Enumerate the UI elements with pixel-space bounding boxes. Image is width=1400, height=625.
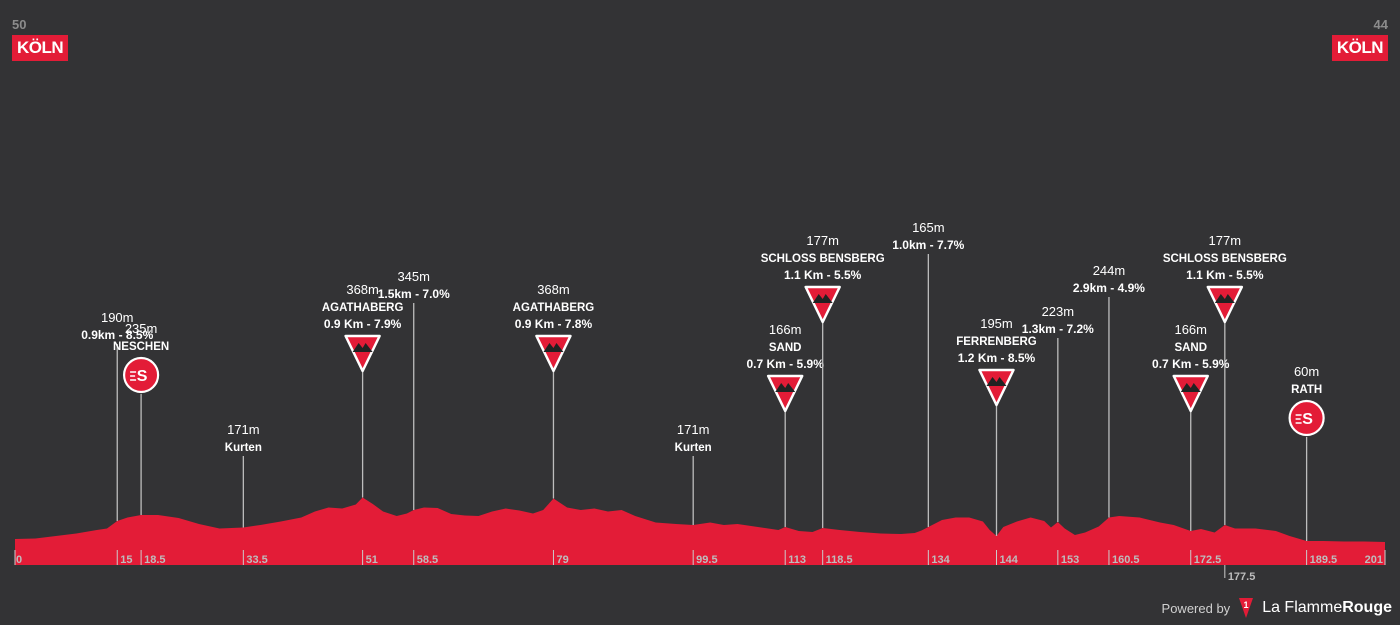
marker-detail: 1.1 Km - 5.5%	[784, 268, 862, 282]
marker-elevation: 166m	[769, 322, 802, 337]
tick-label: 51	[366, 554, 378, 566]
tick-label: 18.5	[144, 554, 165, 566]
marker-detail: 1.2 Km - 8.5%	[958, 351, 1036, 365]
tick-label: 153	[1061, 554, 1079, 566]
mountain-icon	[1180, 383, 1201, 392]
kom-icon	[344, 334, 381, 373]
marker-elevation: 195m	[980, 316, 1013, 331]
tick-label: 33.5	[246, 554, 267, 566]
marker-detail: 0.9 Km - 7.9%	[324, 317, 402, 331]
marker-elevation: 171m	[677, 422, 710, 437]
tick-label: 58.5	[417, 554, 438, 566]
logo-number: 1	[1244, 600, 1249, 610]
marker-name: SAND	[769, 342, 802, 354]
marker-detail: 0.9km - 8.5%	[81, 328, 153, 342]
marker-elevation: 177m	[1209, 233, 1242, 248]
sprint-icon-letter: S	[137, 368, 148, 385]
tick-label: 99.5	[696, 554, 717, 566]
marker-name: FERRENBERG	[956, 336, 1037, 348]
sprint-icon-letter: S	[1302, 411, 1313, 428]
finish-number: 44	[1373, 17, 1388, 32]
mountain-icon	[986, 377, 1007, 386]
sprint-icon	[122, 356, 160, 394]
marker-name: NESCHEN	[113, 341, 169, 353]
marker-name: AGATHABERG	[322, 302, 404, 314]
marker-detail: 0.9 Km - 7.8%	[515, 317, 593, 331]
marker-elevation: 166m	[1174, 322, 1207, 337]
marker-name: RATH	[1291, 384, 1322, 396]
marker-detail: 2.9km - 4.9%	[1073, 281, 1145, 295]
finish-city-badge: KÖLN	[1331, 35, 1388, 61]
marker-elevation: 235m	[125, 321, 158, 336]
powered-by-text: Powered by	[1161, 600, 1231, 616]
marker-elevation: 190m	[101, 310, 134, 325]
marker-elevation: 171m	[227, 422, 260, 437]
kom-icon	[1172, 374, 1209, 413]
start-corner: 50 KÖLN	[12, 17, 69, 61]
mountain-icon	[352, 343, 373, 352]
marker-name: SCHLOSS BENSBERG	[1163, 253, 1287, 265]
footer-branding: Powered by 1 La FlammeRouge	[1162, 597, 1392, 619]
marker-elevation: 345m	[397, 269, 430, 284]
tick-label: 79	[556, 554, 568, 566]
kom-icon	[535, 334, 572, 373]
brand-light: La Flamme	[1262, 599, 1343, 616]
marker-name: Kurten	[675, 442, 712, 454]
marker-elevation: 244m	[1093, 263, 1126, 278]
finish-corner: 44 KÖLN	[1331, 17, 1388, 61]
tick-label: 144	[999, 554, 1018, 566]
kom-icon	[978, 368, 1015, 407]
tick-label: 172.5	[1194, 554, 1222, 566]
marker-elevation: 223m	[1042, 304, 1075, 319]
marker-detail: 1.3km - 7.2%	[1022, 322, 1094, 336]
mountain-icon	[812, 294, 833, 303]
mountain-icon	[1214, 294, 1235, 303]
marker-name: Kurten	[225, 442, 262, 454]
sprint-speed-lines	[1295, 414, 1302, 424]
tick-label: 189.5	[1310, 554, 1338, 566]
tick-label: 15	[120, 554, 132, 566]
mountain-icon	[775, 383, 796, 392]
marker-elevation: 165m	[912, 220, 945, 235]
marker-detail: 0.7 Km - 5.9%	[747, 357, 825, 371]
marker-detail: 1.5km - 7.0%	[378, 287, 450, 301]
tick-label: 134	[931, 554, 950, 566]
tick-label: 160.5	[1112, 554, 1140, 566]
kom-icon	[766, 374, 804, 413]
marker-elevation: 60m	[1294, 364, 1319, 379]
kom-icon	[1206, 285, 1244, 324]
sprint-speed-lines	[130, 371, 137, 381]
mountain-icon	[543, 343, 564, 352]
marker-detail: 1.1 Km - 5.5%	[1186, 268, 1264, 282]
marker-elevation: 368m	[346, 282, 379, 297]
flamme-rouge-logo-icon: 1	[1239, 598, 1254, 618]
brand-name: La FlammeRouge	[1262, 599, 1392, 617]
elevation-area	[15, 497, 1385, 565]
sprint-icon	[1288, 399, 1325, 437]
tick-label: 113	[788, 554, 806, 566]
kom-icon	[804, 285, 841, 324]
start-city-badge: KÖLN	[12, 35, 69, 61]
marker-detail: 1.0km - 7.7%	[892, 238, 964, 252]
tick-label: 177.5	[1228, 571, 1256, 583]
marker-name: SCHLOSS BENSBERG	[761, 253, 885, 265]
marker-elevation: 368m	[537, 282, 570, 297]
brand-bold: Rouge	[1342, 599, 1392, 616]
tick-label: 0	[16, 554, 22, 566]
start-number: 50	[12, 17, 27, 32]
marker-name: SAND	[1174, 342, 1207, 354]
marker-detail: 0.7 Km - 5.9%	[1152, 357, 1230, 371]
tick-label: 118.5	[826, 554, 853, 566]
marker-elevation: 177m	[806, 233, 839, 248]
tick-label: 201	[1365, 554, 1383, 566]
marker-name: AGATHABERG	[513, 302, 595, 314]
